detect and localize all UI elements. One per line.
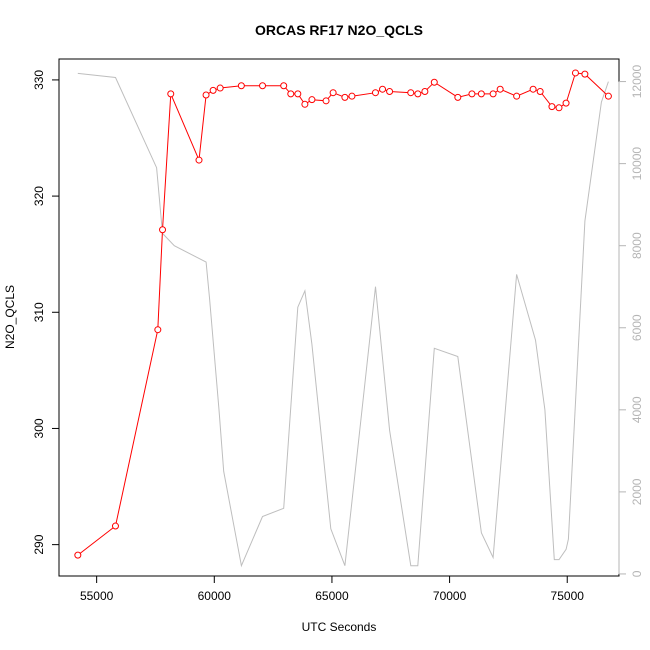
n2o-point: [430, 78, 438, 86]
n2o-point: [468, 90, 476, 98]
n2o-point: [308, 96, 316, 104]
y2-tick-label: 0: [630, 570, 644, 577]
y2-tick-label: 6000: [630, 314, 644, 341]
y-axis-left: 290 300 310 320 330: [32, 70, 60, 555]
y2-tick-label: 4000: [630, 396, 644, 423]
y-tick-label: 310: [32, 302, 46, 322]
y2-tick-label: 12000: [630, 65, 644, 99]
x-tick-label: 65000: [315, 589, 349, 603]
n2o-line: [77, 72, 609, 556]
n2o-point: [237, 82, 245, 90]
n2o-point: [74, 551, 82, 559]
x-axis: 55000 60000 65000 70000 75000: [80, 575, 585, 603]
n2o-point: [209, 86, 217, 94]
plot-frame: [58, 58, 620, 577]
y2-tick-label: 8000: [630, 232, 644, 259]
x-tick-label: 70000: [433, 589, 467, 603]
n2o-point: [379, 85, 387, 93]
n2o-point: [454, 93, 462, 101]
x-tick-label: 55000: [80, 589, 114, 603]
series-n2o: [74, 69, 612, 559]
n2o-point: [202, 91, 210, 99]
series-altitude: [77, 72, 609, 568]
y2-tick-label: 2000: [630, 478, 644, 505]
n2o-point: [562, 99, 570, 107]
n2o-point: [529, 85, 537, 93]
n2o-point: [154, 326, 162, 334]
x-axis-label: UTC Seconds: [302, 620, 377, 634]
n2o-point: [555, 104, 563, 112]
n2o-point: [259, 82, 267, 90]
n2o-point: [159, 226, 167, 234]
n2o-point: [348, 92, 356, 100]
n2o-point: [513, 92, 521, 100]
y-axis-right: 0 2000 4000 6000 8000 10000 12000: [618, 65, 644, 577]
n2o-point: [322, 97, 330, 105]
n2o-point: [216, 84, 224, 92]
n2o-point: [287, 90, 295, 98]
x-tick-label: 60000: [198, 589, 232, 603]
n2o-point: [604, 92, 612, 100]
n2o-point: [536, 88, 544, 96]
y-tick-label: 290: [32, 534, 46, 554]
n2o-point: [548, 103, 556, 111]
n2o-point: [280, 82, 288, 90]
n2o-point: [329, 89, 337, 97]
n2o-point: [571, 69, 579, 77]
y2-tick-label: 10000: [630, 147, 644, 181]
y-tick-label: 330: [32, 70, 46, 90]
n2o-point: [341, 93, 349, 101]
n2o-point: [294, 90, 302, 98]
n2o-point: [421, 88, 429, 96]
n2o-point: [301, 100, 309, 108]
x-tick-label: 75000: [551, 589, 585, 603]
chart-title: ORCAS RF17 N2O_QCLS: [255, 22, 423, 38]
n2o-point: [477, 90, 485, 98]
n2o-point: [111, 522, 119, 530]
n2o-point: [581, 70, 589, 78]
n2o-point: [195, 156, 203, 164]
n2o-point: [167, 90, 175, 98]
n2o-point: [414, 90, 422, 98]
y-tick-label: 320: [32, 186, 46, 206]
n2o-point: [371, 89, 379, 97]
altitude-line: [77, 72, 609, 568]
n2o-point: [407, 89, 415, 97]
y-axis-label: N2O_QCLS: [3, 285, 17, 349]
n2o-point: [489, 90, 497, 98]
n2o-point: [386, 88, 394, 96]
y-tick-label: 300: [32, 418, 46, 438]
n2o-point: [496, 85, 504, 93]
